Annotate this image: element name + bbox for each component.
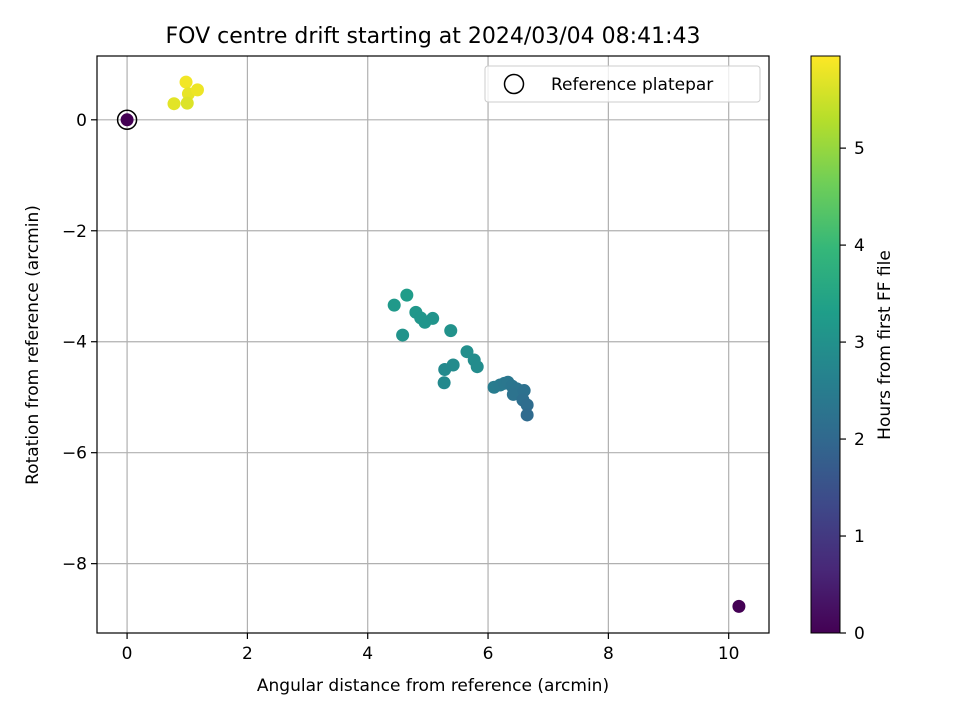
data-point [732, 599, 746, 613]
data-point [167, 97, 181, 111]
colorbar-label: Hours from first FF file [875, 250, 895, 440]
data-point [437, 376, 451, 390]
data-point [120, 113, 134, 127]
colorbar-tick-label: 5 [854, 139, 865, 159]
y-tick-label: 0 [76, 111, 87, 131]
reference-platepar-marker [116, 109, 138, 131]
legend-label: Reference platepar [551, 75, 713, 95]
data-point [520, 398, 534, 412]
y-axis-label: Rotation from reference (arcmin) [23, 205, 43, 485]
data-points [116, 75, 746, 613]
plot-background [97, 56, 769, 633]
chart-title: FOV centre drift starting at 2024/03/04 … [166, 24, 701, 49]
x-tick-label: 2 [242, 644, 253, 664]
data-point [426, 311, 440, 325]
y-tick-label: −6 [62, 444, 87, 464]
data-point [190, 83, 204, 97]
grid [97, 56, 769, 633]
colorbar-tick-label: 1 [854, 527, 865, 547]
colorbar-tick-label: 2 [854, 430, 865, 450]
data-point [517, 384, 531, 398]
colorbar-ticks: 0 1 2 3 4 5 [840, 139, 865, 644]
y-tick-label: −8 [62, 555, 87, 575]
data-point [396, 328, 410, 342]
data-point [444, 324, 458, 338]
x-tick-label: 6 [483, 644, 494, 664]
y-tick-label: −2 [62, 222, 87, 242]
colorbar-tick-label: 4 [854, 236, 865, 256]
data-point [179, 75, 193, 89]
plot-frame [96, 55, 770, 634]
legend-box [484, 65, 761, 103]
x-tick-label: 0 [122, 644, 133, 664]
x-tick-label: 4 [362, 644, 373, 664]
x-axis-ticks: 0 2 4 6 8 10 [122, 633, 740, 664]
data-point [506, 387, 520, 401]
colorbar-tick-label: 0 [854, 624, 865, 644]
data-point [520, 408, 534, 422]
colorbar-tick-label: 3 [854, 333, 865, 353]
x-tick-label: 8 [603, 644, 614, 664]
x-axis-label: Angular distance from reference (arcmin) [257, 676, 609, 696]
data-point [400, 288, 414, 302]
data-point [180, 96, 194, 110]
colorbar [810, 55, 841, 634]
y-axis-ticks: −8 −6 −4 −2 0 [62, 111, 97, 575]
data-point [470, 360, 484, 374]
x-tick-label: 10 [718, 644, 740, 664]
y-tick-label: −4 [62, 333, 87, 353]
data-point [387, 298, 401, 312]
legend: Reference platepar [484, 65, 761, 103]
data-point [438, 362, 452, 376]
legend-marker [503, 73, 525, 95]
